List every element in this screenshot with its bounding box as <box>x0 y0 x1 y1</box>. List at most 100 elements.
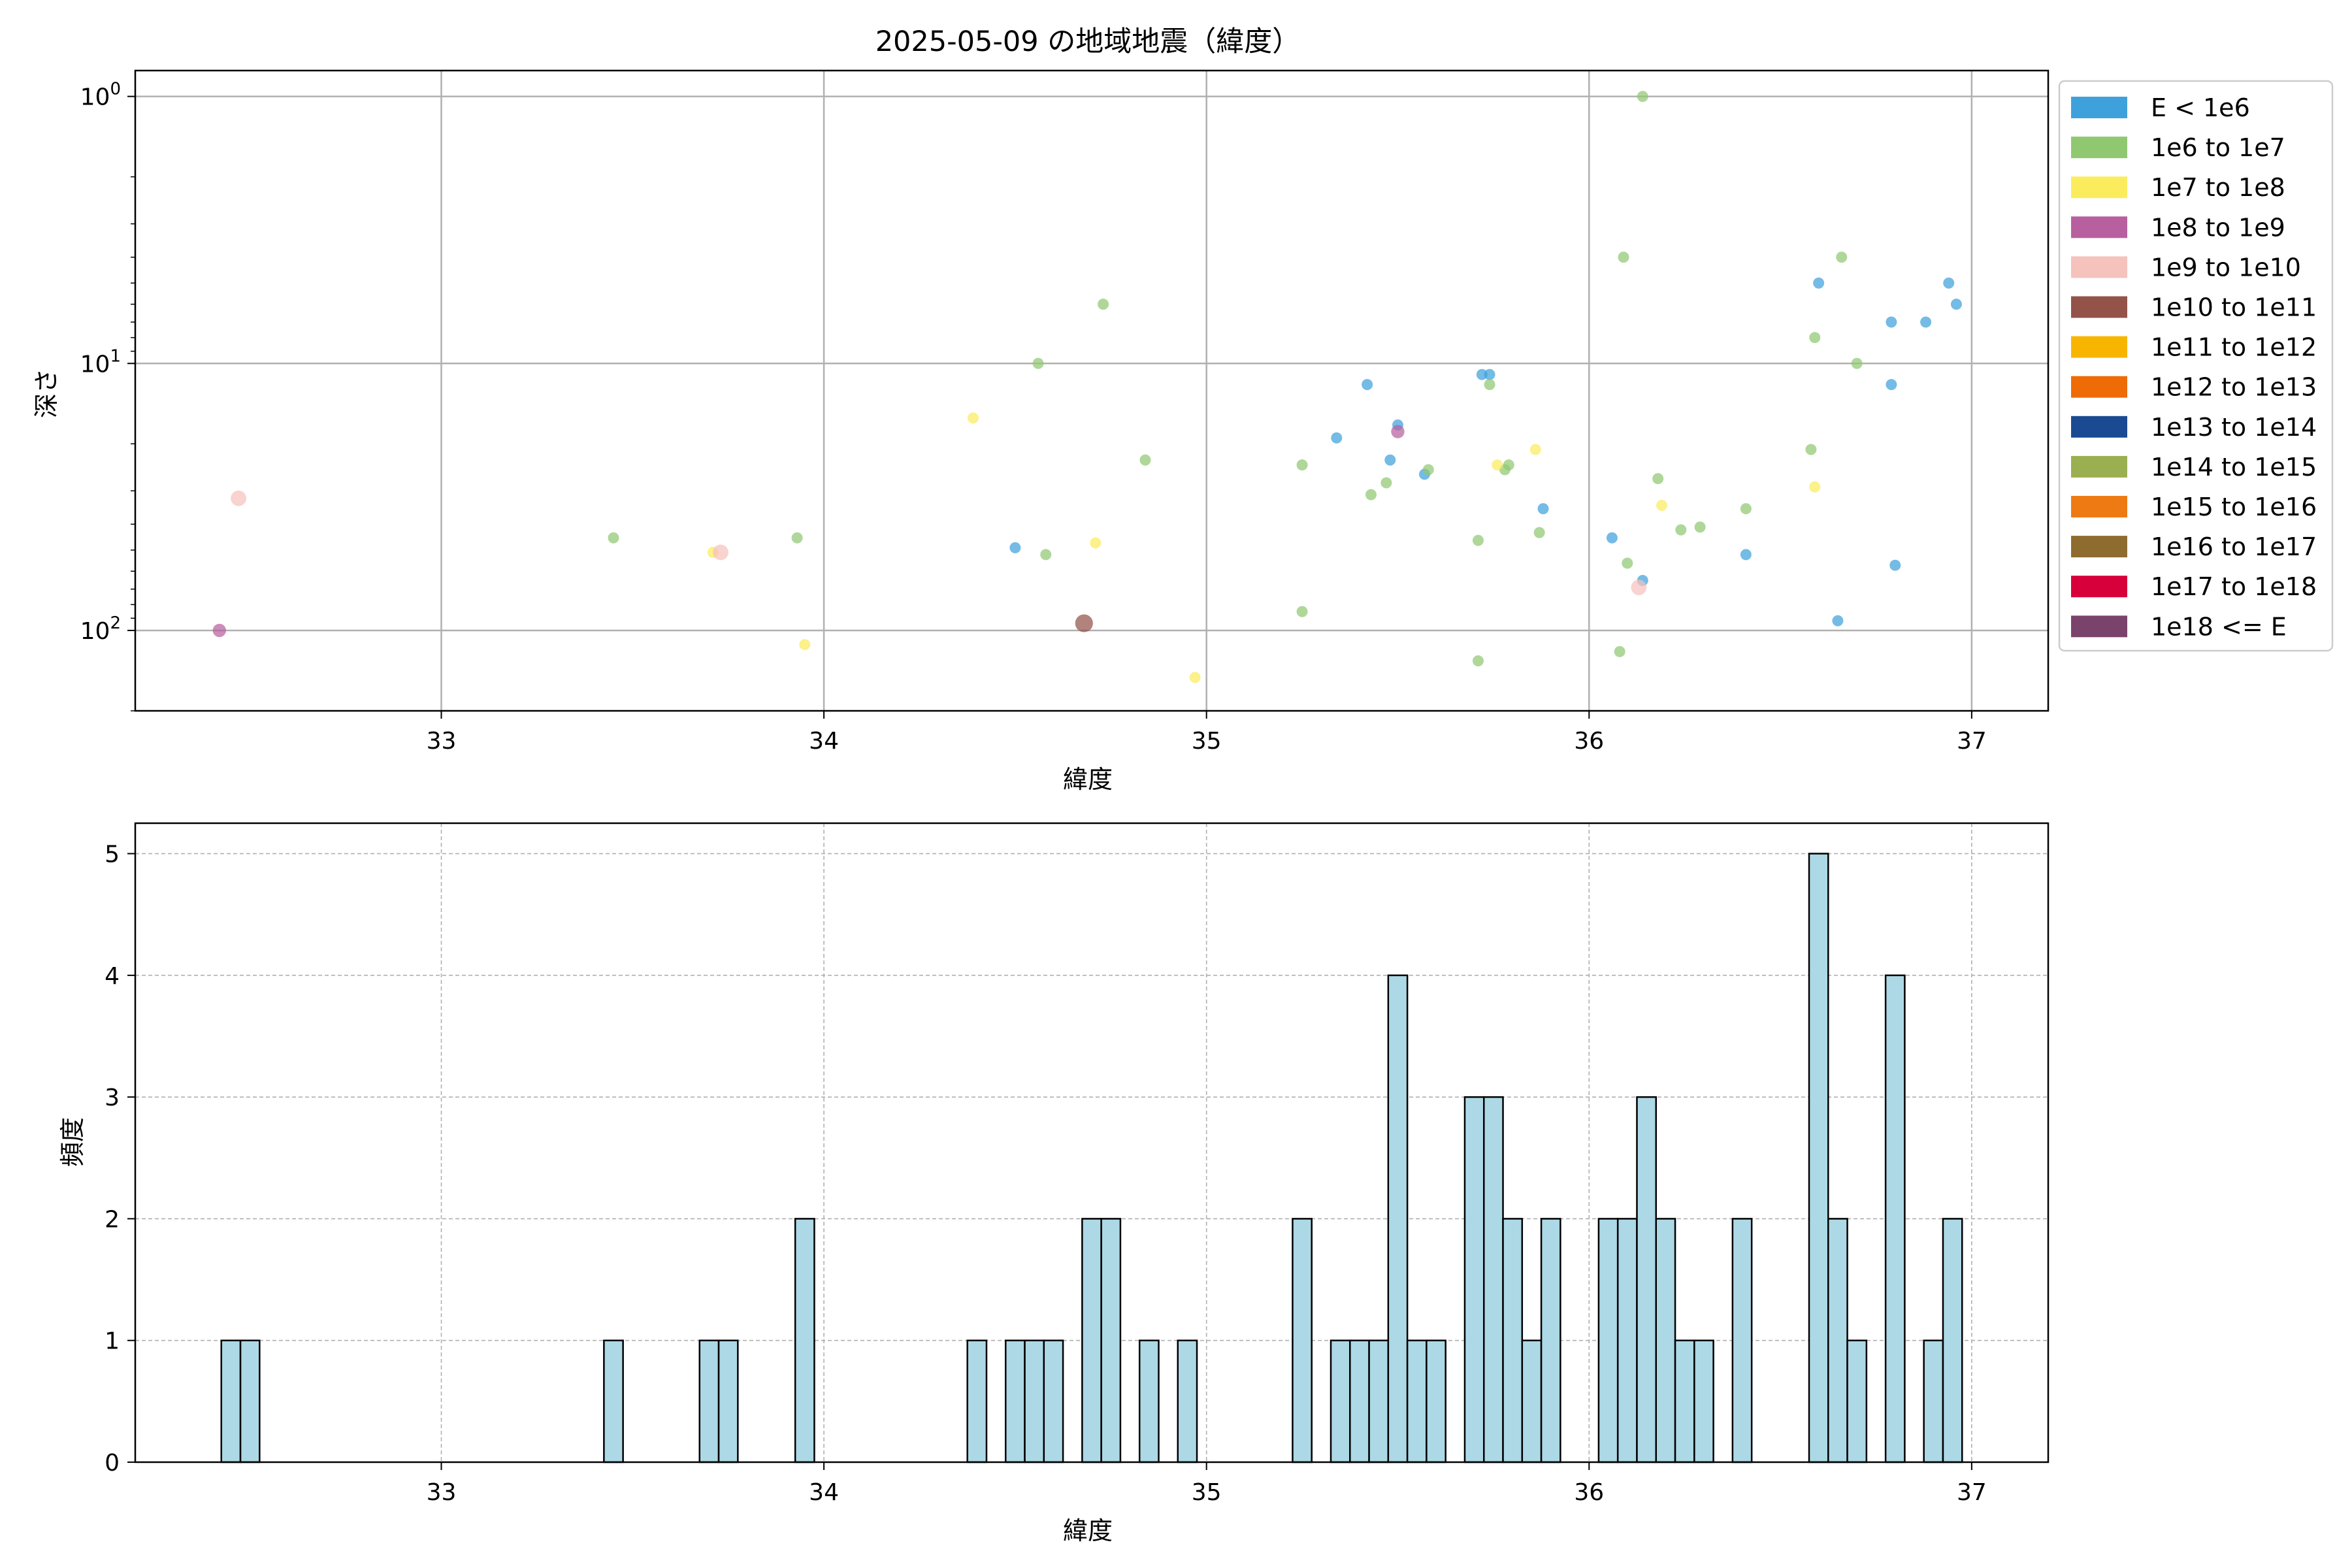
histogram-bar <box>239 1339 261 1463</box>
scatter-point <box>1950 299 1962 310</box>
histogram-bar <box>220 1339 242 1463</box>
legend-swatch <box>2071 496 2127 517</box>
scatter-point <box>1886 316 1897 328</box>
histogram-y-tick-label: 0 <box>105 1450 120 1477</box>
scatter-point <box>1075 614 1093 632</box>
histogram-y-tick-label: 1 <box>105 1328 120 1355</box>
scatter-x-tick-label: 35 <box>1192 728 1222 755</box>
legend-label: 1e11 to 1e12 <box>2151 333 2317 362</box>
histogram-bar <box>1482 1096 1504 1463</box>
scatter-point <box>799 639 811 651</box>
scatter-point <box>1813 277 1825 289</box>
histogram-y-tick-label: 3 <box>105 1085 120 1111</box>
scatter-point <box>1637 91 1648 103</box>
histogram-bar <box>1138 1339 1160 1463</box>
histogram-bar <box>1004 1339 1026 1463</box>
scatter-y-axis-label: 深さ <box>32 368 61 418</box>
scatter-point <box>1391 425 1405 438</box>
histogram-y-tick-label: 4 <box>105 963 120 990</box>
scatter-point <box>713 544 728 561</box>
scatter-point <box>1805 444 1817 455</box>
histogram-bar <box>603 1339 624 1463</box>
histogram-x-axis-label: 緯度 <box>1063 1516 1113 1545</box>
scatter-point <box>1472 534 1484 546</box>
scatter-plot-frame <box>134 69 2050 712</box>
legend-swatch <box>2071 576 2127 598</box>
scatter-gridlines <box>135 71 2048 711</box>
legend-label: 1e6 to 1e7 <box>2151 133 2285 162</box>
histogram-bar <box>1540 1218 1561 1463</box>
scatter-point <box>231 490 247 506</box>
scatter-point <box>608 532 619 544</box>
histogram-bar <box>1043 1339 1064 1463</box>
histogram-x-tick-label: 34 <box>809 1479 839 1506</box>
histogram-bar <box>1693 1339 1714 1463</box>
scatter-point <box>1189 672 1201 683</box>
legend-label: 1e8 to 1e9 <box>2151 213 2285 242</box>
histogram-bar <box>1521 1339 1543 1463</box>
histogram-bar <box>1463 1096 1485 1463</box>
scatter-point <box>1656 499 1668 511</box>
histogram-bar <box>1616 1218 1638 1463</box>
scatter-point <box>212 623 227 638</box>
scatter-point <box>1422 464 1434 476</box>
histogram-bar <box>1808 853 1829 1463</box>
scatter-point <box>1484 368 1495 380</box>
legend-label: 1e17 to 1e18 <box>2151 572 2317 601</box>
histogram-bars <box>220 853 1963 1463</box>
scatter-point <box>1886 379 1897 391</box>
scatter-point <box>1032 357 1044 369</box>
scatter-point <box>1503 459 1514 471</box>
legend-swatch <box>2071 336 2127 358</box>
scatter-point <box>1832 615 1844 627</box>
legend-swatch <box>2071 615 2127 638</box>
histogram-bar <box>1846 1339 1868 1463</box>
scatter-x-tick-label: 33 <box>427 728 457 755</box>
scatter-point <box>1809 332 1821 344</box>
scatter-point <box>1139 454 1151 466</box>
scatter-point <box>1529 444 1541 455</box>
scatter-point <box>1476 368 1488 380</box>
legend-swatch <box>2071 97 2127 118</box>
histogram-bar <box>1597 1218 1619 1463</box>
legend-label: 1e16 to 1e17 <box>2151 532 2317 561</box>
legend-label: 1e15 to 1e16 <box>2151 493 2317 521</box>
scatter-point <box>1943 277 1955 289</box>
scatter-point <box>1472 655 1484 667</box>
legend-swatch <box>2071 296 2127 318</box>
scatter-panel: 33 34 35 36 37 100 101 102 緯度 深さ <box>32 69 2050 794</box>
scatter-point <box>1040 549 1052 561</box>
scatter-x-tick-label: 34 <box>809 728 839 755</box>
scatter-ticks: 33 34 35 36 37 100 101 102 <box>80 80 1987 755</box>
scatter-point <box>791 532 803 544</box>
histogram-bar <box>1636 1096 1658 1463</box>
scatter-point <box>1740 549 1752 561</box>
histogram-bar <box>1942 1218 1963 1463</box>
scatter-point <box>1296 606 1308 617</box>
scatter-point <box>1606 532 1618 544</box>
scatter-point <box>967 412 979 424</box>
histogram-bar <box>1387 974 1409 1463</box>
scatter-x-tick-label: 36 <box>1574 728 1604 755</box>
scatter-point <box>1631 580 1647 596</box>
scatter-point <box>1694 521 1706 533</box>
legend-label: 1e18 <= E <box>2151 612 2287 641</box>
histogram-bar <box>1827 1218 1848 1463</box>
scatter-point <box>1098 299 1109 310</box>
chart-title: 2025-05-09 の地域地震（緯度） <box>875 25 1301 58</box>
histogram-y-tick-label: 2 <box>105 1206 120 1233</box>
histogram-bar <box>698 1339 720 1463</box>
histogram-bar <box>1655 1218 1676 1463</box>
scatter-point <box>1537 503 1549 515</box>
scatter-point <box>1296 459 1308 471</box>
histogram-bar <box>1406 1339 1428 1463</box>
legend-frame <box>2058 80 2334 652</box>
histogram-bar <box>1024 1339 1045 1463</box>
scatter-x-axis-label: 緯度 <box>1063 765 1113 794</box>
histogram-bar <box>1884 974 1906 1463</box>
scatter-point <box>1009 542 1021 553</box>
histogram-bar <box>1330 1339 1351 1463</box>
legend-swatch <box>2071 455 2127 478</box>
